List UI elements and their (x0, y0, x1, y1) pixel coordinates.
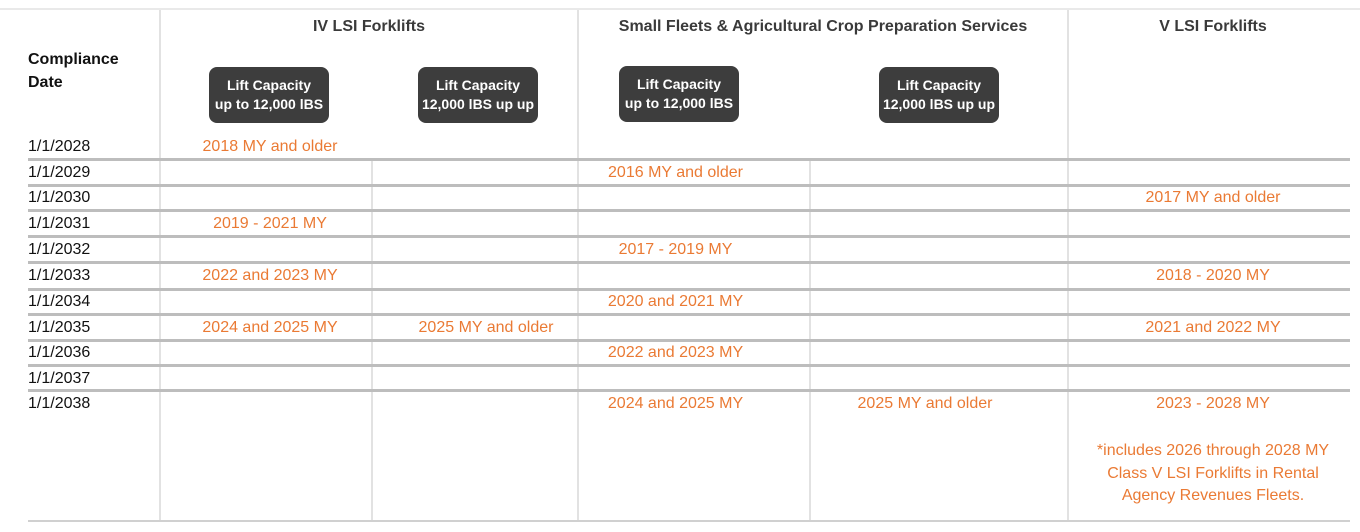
table-cell: 2022 and 2023 MY (202, 267, 338, 284)
row-rule (28, 364, 1350, 367)
compliance-date: 1/1/2038 (28, 395, 91, 412)
lift-capacity-badge-sf-low: Lift Capacity up to 12,000 lBS (619, 66, 739, 122)
compliance-date: 1/1/2029 (28, 164, 91, 181)
row-rule (28, 158, 1350, 161)
row-rule (28, 520, 1350, 522)
table-cell: 2019 - 2021 MY (213, 215, 327, 232)
row-rule (28, 261, 1350, 264)
row-rule (28, 235, 1350, 238)
compliance-date: 1/1/2033 (28, 267, 91, 284)
compliance-date-header: Compliance Date (28, 51, 119, 91)
compliance-date: 1/1/2028 (28, 138, 91, 155)
row-rule (28, 313, 1350, 316)
compliance-date: 1/1/2037 (28, 370, 91, 387)
table-cell: 2018 - 2020 MY (1156, 267, 1270, 284)
row-rule (28, 339, 1350, 342)
table-cell: 2016 MY and older (608, 164, 743, 181)
compliance-date: 1/1/2032 (28, 241, 91, 258)
row-rule (28, 389, 1350, 392)
compliance-date: 1/1/2031 (28, 215, 91, 232)
row-rule (28, 288, 1350, 291)
table-cell: 2024 and 2025 MY (607, 395, 744, 412)
column-divider (159, 10, 161, 522)
table-cell: 2025 MY and older (418, 319, 554, 336)
table-cell: 2021 and 2022 MY (1145, 319, 1281, 336)
top-rule (0, 8, 1360, 10)
compliance-date: 1/1/2035 (28, 319, 91, 336)
table-cell: 2024 and 2025 MY (202, 319, 338, 336)
lift-capacity-badge-sf-high: Lift Capacity 12,000 lBS up up (879, 67, 999, 123)
row-rule (28, 209, 1350, 212)
table-cell: 2023 - 2028 MY (1156, 395, 1270, 412)
group-title-v-lsi: V LSI Forklifts (1159, 18, 1267, 35)
lift-capacity-badge-iv-low: Lift Capacity up to 12,000 lBS (209, 67, 329, 123)
table-cell: 2017 MY and older (1145, 189, 1281, 206)
lift-capacity-badge-iv-high: Lift Capacity 12,000 lBS up up (418, 67, 538, 123)
column-divider (1067, 10, 1069, 522)
table-cell: 2022 and 2023 MY (607, 344, 744, 361)
table-cell: 2020 and 2021 MY (607, 293, 744, 310)
table-cell: 2018 MY and older (202, 138, 338, 155)
group-title-iv-lsi: IV LSI Forklifts (312, 18, 425, 35)
group-title-small-fleets: Small Fleets & Agricultural Crop Prepara… (618, 18, 1028, 35)
compliance-date: 1/1/2034 (28, 293, 91, 310)
compliance-date: 1/1/2030 (28, 189, 91, 206)
column-divider (577, 10, 579, 522)
row-rule (28, 184, 1350, 187)
table-cell: 2025 MY and older (857, 395, 993, 412)
rental-fleet-footnote: *includes 2026 through 2028 MY Class V L… (1096, 442, 1330, 504)
table-cell: 2017 - 2019 MY (618, 241, 733, 258)
compliance-date: 1/1/2036 (28, 344, 91, 361)
